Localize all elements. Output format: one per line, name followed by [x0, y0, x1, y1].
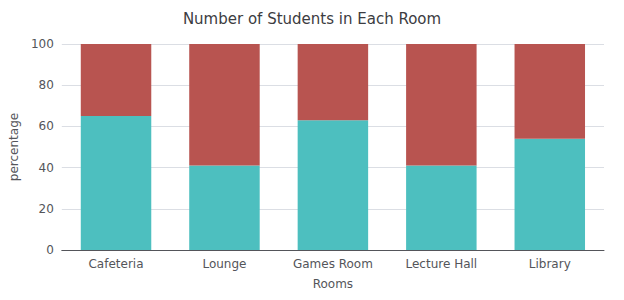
svg-text:Cafeteria: Cafeteria	[88, 257, 143, 271]
svg-text:Games Room: Games Room	[293, 257, 373, 271]
svg-text:100: 100	[31, 37, 54, 51]
svg-text:40: 40	[39, 161, 54, 175]
svg-text:60: 60	[39, 119, 54, 133]
svg-text:Rooms: Rooms	[313, 277, 353, 291]
svg-text:0: 0	[46, 243, 54, 257]
svg-text:percentage: percentage	[7, 113, 21, 181]
svg-text:Library: Library	[529, 257, 571, 271]
svg-text:Lounge: Lounge	[202, 257, 246, 271]
svg-text:80: 80	[39, 78, 54, 92]
svg-text:20: 20	[39, 202, 54, 216]
svg-text:Lecture Hall: Lecture Hall	[405, 257, 477, 271]
svg-text:Number of Students in Each Roo: Number of Students in Each Room	[183, 10, 441, 28]
